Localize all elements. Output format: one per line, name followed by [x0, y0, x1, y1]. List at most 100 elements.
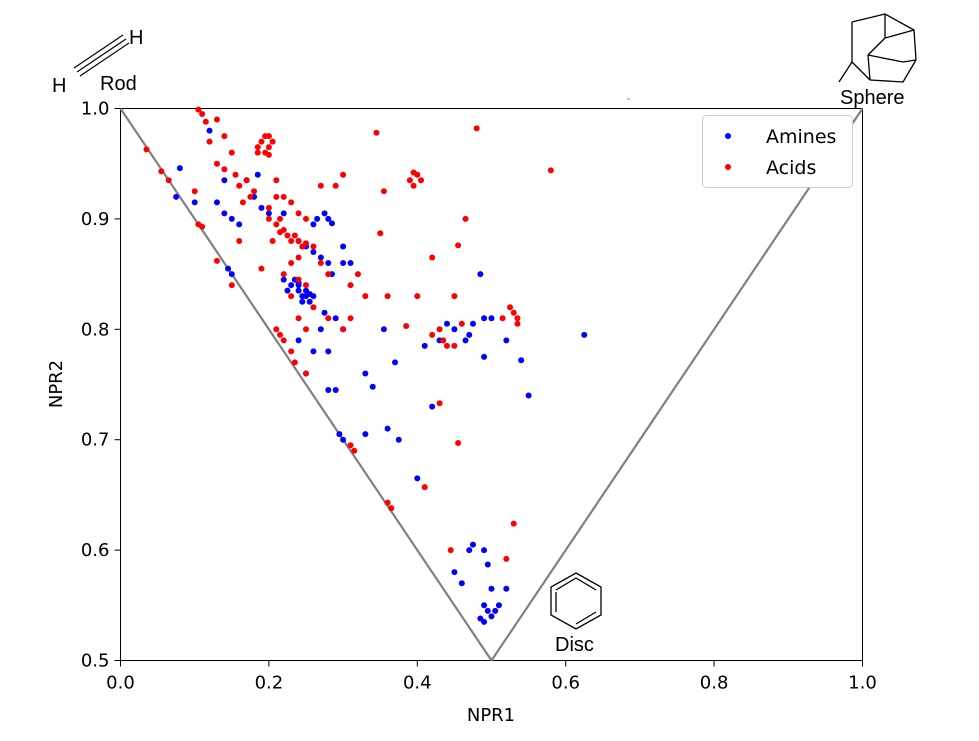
point-acids — [239, 199, 246, 206]
point-acids — [265, 133, 272, 140]
point-acids — [362, 293, 369, 300]
point-amines — [458, 580, 465, 587]
point-amines — [362, 431, 369, 438]
point-acids — [213, 160, 220, 167]
point-acids — [273, 177, 280, 184]
triangle-edge — [119, 107, 493, 662]
point-acids — [221, 166, 228, 173]
point-acids — [165, 177, 172, 184]
point-acids — [440, 337, 447, 344]
legend-label-acids: Acids — [766, 157, 816, 179]
point-acids — [236, 182, 243, 189]
point-acids — [158, 168, 165, 175]
point-amines — [503, 337, 510, 344]
point-amines — [469, 541, 476, 548]
point-amines — [280, 210, 287, 217]
y-axis: 0.5 0.6 0.7 0.8 0.9 1.0 — [81, 99, 121, 672]
series-acids — [143, 106, 554, 562]
point-amines — [228, 271, 235, 278]
point-amines — [321, 210, 328, 217]
y-tick-label: 0.6 — [81, 540, 110, 561]
point-amines — [325, 387, 332, 394]
point-amines — [488, 315, 495, 322]
point-acids — [280, 337, 287, 344]
point-acids — [373, 129, 380, 136]
point-amines — [484, 561, 491, 568]
hydrogen-label-top: H — [129, 27, 143, 49]
point-acids — [414, 171, 421, 178]
point-acids — [191, 188, 198, 195]
point-acids — [195, 106, 202, 113]
point-amines — [325, 215, 332, 222]
point-acids — [288, 199, 295, 206]
point-acids — [265, 215, 272, 222]
point-acids — [340, 326, 347, 333]
point-amines — [228, 215, 235, 222]
disc-label: Disc — [555, 634, 594, 656]
point-amines — [254, 171, 261, 178]
point-acids — [303, 282, 309, 289]
point-amines — [284, 287, 291, 294]
point-amines — [321, 309, 328, 316]
x-tick-label: 0.8 — [700, 673, 729, 694]
point-amines — [340, 436, 347, 443]
benzene-structure-icon — [550, 572, 602, 630]
x-axis: 0.0 0.2 0.4 0.6 0.8 1.0 — [106, 660, 877, 694]
point-amines — [451, 569, 458, 576]
point-acids — [199, 111, 206, 118]
point-amines — [336, 431, 343, 438]
point-acids — [288, 348, 295, 355]
point-acids — [443, 342, 450, 349]
x-tick-label: 0.2 — [255, 673, 284, 694]
point-amines — [380, 326, 387, 333]
y-tick-label: 0.8 — [81, 319, 110, 340]
point-acids — [325, 271, 332, 278]
point-amines — [325, 260, 332, 267]
point-acids — [421, 484, 428, 491]
point-amines — [299, 298, 306, 305]
point-acids — [317, 260, 324, 267]
point-amines — [481, 602, 488, 609]
point-acids — [510, 309, 517, 316]
point-acids — [243, 177, 250, 184]
point-amines — [384, 425, 391, 432]
triangle-edge — [490, 107, 864, 662]
point-acids — [347, 282, 354, 289]
point-amines — [328, 220, 335, 227]
point-amines — [314, 215, 321, 222]
point-amines — [477, 615, 484, 622]
point-acids — [510, 520, 517, 527]
y-axis-label: NPR2 — [46, 360, 67, 408]
point-amines — [280, 276, 287, 283]
point-acids — [202, 118, 209, 125]
point-acids — [514, 315, 521, 322]
point-amines — [488, 585, 495, 592]
point-acids — [499, 315, 506, 322]
point-amines — [317, 326, 324, 333]
point-amines — [295, 337, 302, 344]
point-amines — [466, 331, 473, 338]
point-amines — [395, 436, 402, 443]
point-acids — [280, 271, 287, 278]
point-amines — [310, 249, 317, 256]
point-acids — [317, 182, 324, 189]
point-amines — [369, 383, 376, 390]
point-acids — [473, 125, 480, 132]
point-amines — [451, 326, 458, 333]
point-acids — [418, 177, 425, 184]
adamantane-structure-icon — [838, 13, 917, 83]
point-amines — [518, 357, 525, 364]
point-amines — [484, 607, 491, 614]
point-amines — [258, 204, 265, 211]
legend-marker-amines — [725, 133, 731, 139]
point-amines — [288, 282, 295, 289]
point-acids — [213, 116, 220, 123]
legend-box — [702, 115, 853, 188]
point-acids — [221, 133, 228, 140]
point-acids — [347, 442, 354, 449]
point-acids — [273, 326, 280, 333]
plot-frame — [120, 108, 863, 661]
point-amines — [392, 359, 399, 366]
point-amines — [206, 127, 213, 134]
point-acids — [143, 146, 150, 153]
